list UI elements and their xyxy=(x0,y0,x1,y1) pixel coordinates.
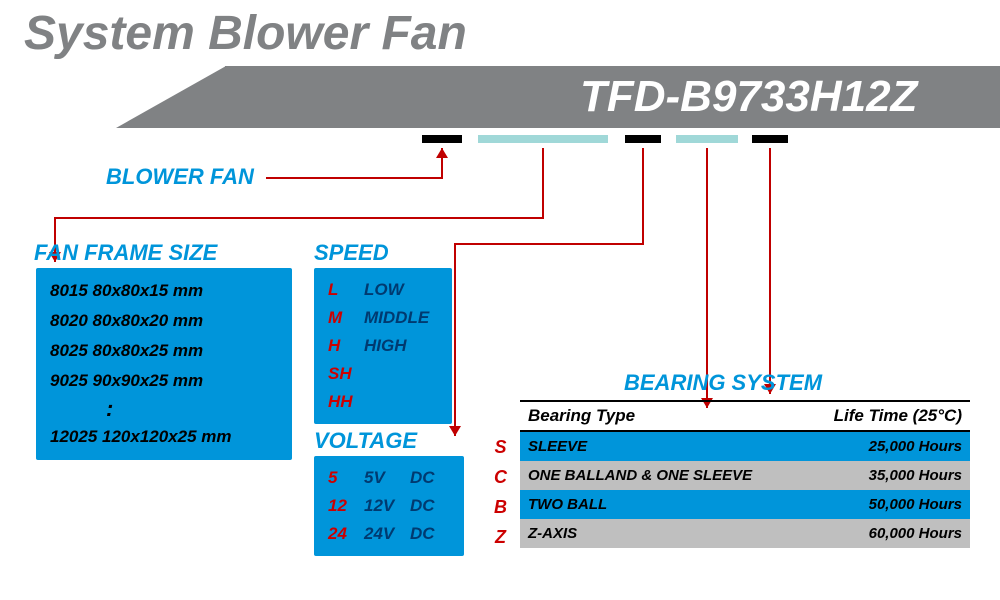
speed-row: HHIGH xyxy=(328,332,438,360)
bearing-type: ONE BALLAND & ONE SLEEVE xyxy=(520,461,801,490)
fan-frame-size-row: 8020 80x80x20 mm xyxy=(50,306,278,336)
voltage-label: VOLTAGE xyxy=(314,428,417,454)
voltage-row: 55VDC xyxy=(328,464,450,492)
voltage-code: 5 xyxy=(328,464,364,492)
speed-row: HH xyxy=(328,388,438,416)
voltage-dc: DC xyxy=(410,520,435,548)
bearing-code-column: SCBZ xyxy=(494,432,507,552)
blower-fan-label: BLOWER FAN xyxy=(106,164,254,190)
bearing-system-label: BEARING SYSTEM xyxy=(624,370,822,396)
part-number-banner: TFD-B9733H12Z xyxy=(0,66,1000,128)
segment-marker xyxy=(478,135,608,143)
speed-label: SPEED xyxy=(314,240,389,266)
bearing-code: C xyxy=(494,462,507,492)
page-title: System Blower Fan xyxy=(24,6,467,61)
bearing-type: Z-AXIS xyxy=(520,519,801,548)
part-number: TFD-B9733H12Z xyxy=(580,72,917,122)
voltage-code: 24 xyxy=(328,520,364,548)
speed-row: MMIDDLE xyxy=(328,304,438,332)
fan-frame-size-row: 9025 90x90x25 mm xyxy=(50,366,278,396)
speed-code: HH xyxy=(328,388,364,416)
voltage-value: 24V xyxy=(364,520,410,548)
bearing-type: SLEEVE xyxy=(520,431,801,461)
bearing-code: B xyxy=(494,492,507,522)
voltage-value: 12V xyxy=(364,492,410,520)
segment-marker xyxy=(422,135,462,143)
voltage-dc: DC xyxy=(410,492,435,520)
speed-row: LLOW xyxy=(328,276,438,304)
voltage-row: 2424VDC xyxy=(328,520,450,548)
voltage-dc: DC xyxy=(410,464,435,492)
segment-marker xyxy=(752,135,788,143)
speed-code: H xyxy=(328,332,364,360)
voltage-box: 55VDC1212VDC2424VDC xyxy=(314,456,464,556)
bearing-table: Bearing Type Life Time (25°C) SLEEVE25,0… xyxy=(520,400,970,548)
fan-frame-size-box: 8015 80x80x15 mm8020 80x80x20 mm8025 80x… xyxy=(36,268,292,460)
bearing-life: 60,000 Hours xyxy=(801,519,970,548)
segment-marker xyxy=(625,135,661,143)
table-row: ONE BALLAND & ONE SLEEVE35,000 Hours xyxy=(520,461,970,490)
speed-code: L xyxy=(328,276,364,304)
bearing-code: S xyxy=(494,432,507,462)
table-row: SLEEVE25,000 Hours xyxy=(520,431,970,461)
speed-desc: MIDDLE xyxy=(364,304,429,332)
voltage-row: 1212VDC xyxy=(328,492,450,520)
bearing-life: 35,000 Hours xyxy=(801,461,970,490)
speed-desc: LOW xyxy=(364,276,404,304)
speed-box: LLOWMMIDDLEHHIGHSHHH xyxy=(314,268,452,424)
voltage-code: 12 xyxy=(328,492,364,520)
fan-frame-size-row: 8015 80x80x15 mm xyxy=(50,276,278,306)
speed-row: SH xyxy=(328,360,438,388)
bearing-life: 50,000 Hours xyxy=(801,490,970,519)
fan-frame-size-row: 8025 80x80x25 mm xyxy=(50,336,278,366)
segment-marker xyxy=(676,135,738,143)
voltage-value: 5V xyxy=(364,464,410,492)
bearing-col-life: Life Time (25°C) xyxy=(801,401,970,431)
ellipsis: : xyxy=(50,396,278,422)
bearing-life: 25,000 Hours xyxy=(801,431,970,461)
table-row: TWO BALL50,000 Hours xyxy=(520,490,970,519)
fan-frame-size-label: FAN FRAME SIZE xyxy=(34,240,217,266)
speed-code: SH xyxy=(328,360,364,388)
bearing-col-type: Bearing Type xyxy=(520,401,801,431)
bearing-type: TWO BALL xyxy=(520,490,801,519)
fan-frame-size-row: 12025 120x120x25 mm xyxy=(50,422,278,452)
speed-desc: HIGH xyxy=(364,332,407,360)
speed-code: M xyxy=(328,304,364,332)
table-row: Z-AXIS60,000 Hours xyxy=(520,519,970,548)
bearing-code: Z xyxy=(494,522,507,552)
